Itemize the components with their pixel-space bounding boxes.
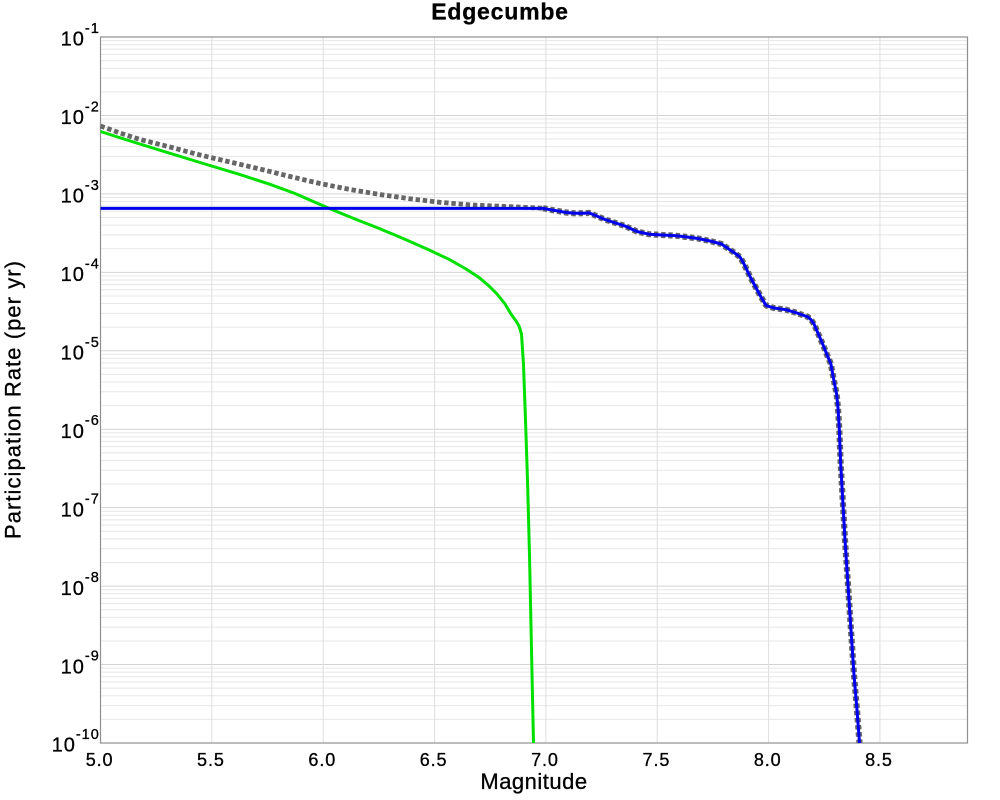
svg-text:5.5: 5.5 xyxy=(197,750,225,770)
svg-text:10-1: 10-1 xyxy=(61,21,100,51)
svg-text:5.0: 5.0 xyxy=(86,750,114,770)
svg-text:Participation Rate (per yr): Participation Rate (per yr) xyxy=(1,260,26,539)
svg-text:8.0: 8.0 xyxy=(754,750,782,770)
svg-text:8.5: 8.5 xyxy=(865,750,893,770)
svg-text:6.0: 6.0 xyxy=(308,750,336,770)
svg-text:7.5: 7.5 xyxy=(643,750,671,770)
svg-text:6.5: 6.5 xyxy=(420,750,448,770)
svg-text:Magnitude: Magnitude xyxy=(480,769,587,794)
svg-text:Edgecumbe: Edgecumbe xyxy=(431,0,569,25)
svg-text:7.0: 7.0 xyxy=(531,750,559,770)
